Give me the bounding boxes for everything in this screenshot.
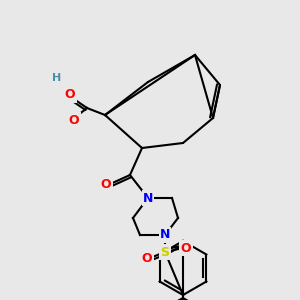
- Text: O: O: [69, 113, 79, 127]
- Text: N: N: [160, 229, 170, 242]
- Text: H: H: [52, 73, 62, 83]
- Text: S: S: [160, 245, 169, 259]
- Text: N: N: [143, 191, 153, 205]
- Text: O: O: [65, 88, 75, 101]
- Text: O: O: [181, 242, 191, 254]
- Text: O: O: [101, 178, 111, 191]
- Text: O: O: [142, 251, 152, 265]
